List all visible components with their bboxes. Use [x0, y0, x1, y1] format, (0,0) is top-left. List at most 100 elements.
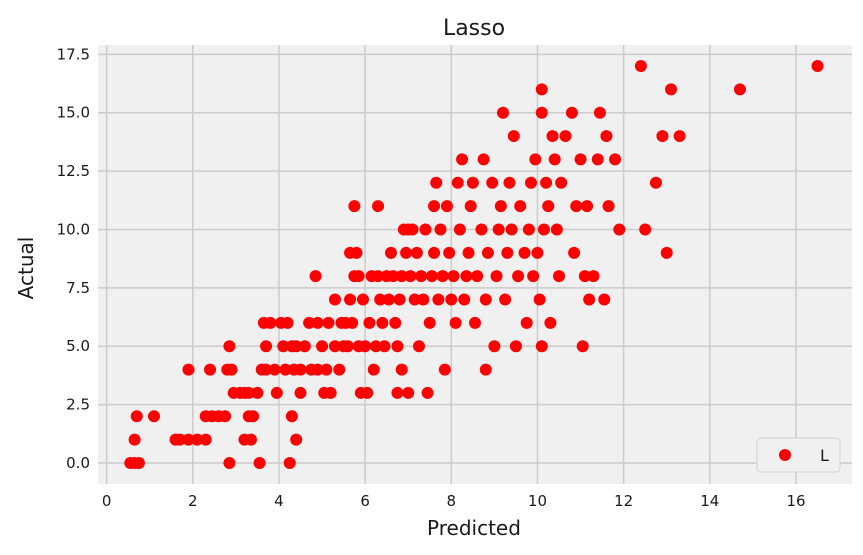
x-tick-label: 10 — [528, 492, 547, 510]
data-point — [391, 340, 404, 353]
data-point — [395, 363, 408, 376]
data-point — [540, 176, 553, 189]
data-point — [574, 153, 587, 166]
data-point — [550, 223, 563, 236]
x-tick-label: 12 — [614, 492, 633, 510]
data-point — [440, 200, 453, 213]
data-point — [568, 246, 581, 259]
data-point — [415, 270, 428, 283]
data-point — [565, 106, 578, 119]
data-point — [182, 433, 195, 446]
data-point — [182, 363, 195, 376]
data-point — [408, 293, 421, 306]
data-point — [423, 316, 436, 329]
data-point — [546, 130, 559, 143]
data-point — [501, 246, 514, 259]
data-point — [285, 410, 298, 423]
data-point — [359, 340, 372, 353]
data-point — [430, 176, 443, 189]
data-point — [328, 293, 341, 306]
data-point — [393, 293, 406, 306]
x-tick-label: 8 — [447, 492, 457, 510]
data-point — [173, 433, 186, 446]
data-point — [277, 340, 290, 353]
data-point — [481, 246, 494, 259]
grid-lines — [98, 45, 852, 484]
data-point — [488, 340, 501, 353]
data-point — [400, 246, 413, 259]
data-point — [499, 293, 512, 306]
data-point — [479, 293, 492, 306]
data-point — [514, 200, 527, 213]
data-point — [542, 200, 555, 213]
data-point — [469, 316, 481, 329]
data-point — [260, 363, 273, 376]
data-point — [346, 316, 359, 329]
y-tick-label: 2.5 — [66, 396, 90, 414]
data-point — [324, 386, 337, 399]
data-point — [421, 386, 434, 399]
legend-label: L — [820, 446, 829, 465]
data-point — [419, 223, 432, 236]
data-point — [341, 340, 354, 353]
data-point — [199, 433, 212, 446]
data-point — [402, 386, 415, 399]
data-point — [527, 270, 540, 283]
legend-box — [756, 437, 841, 473]
tick-labels: 0 2 4 6 8 10 12 14 16 0.0 2.5 5.0 7.5 10.0 12.5 15.0 17.… — [57, 45, 806, 510]
data-point — [593, 106, 606, 119]
data-point — [428, 200, 441, 213]
data-point — [609, 153, 622, 166]
data-point — [219, 410, 232, 423]
legend-marker — [779, 449, 791, 461]
data-point — [268, 363, 281, 376]
data-point — [494, 200, 507, 213]
data-point — [333, 363, 346, 376]
data-point — [456, 153, 469, 166]
data-point — [479, 363, 492, 376]
data-point — [460, 270, 473, 283]
x-axis-label: Predicted — [427, 516, 521, 540]
x-tick-label: 16 — [786, 492, 805, 510]
data-point — [529, 153, 542, 166]
data-point — [384, 246, 397, 259]
data-point — [587, 270, 600, 283]
data-point — [412, 340, 425, 353]
data-point — [602, 200, 615, 213]
data-point — [518, 246, 531, 259]
data-point — [535, 106, 548, 119]
y-tick-label: 12.5 — [57, 162, 90, 180]
data-point — [673, 130, 686, 143]
data-point — [486, 176, 499, 189]
data-point — [660, 246, 673, 259]
data-point — [378, 340, 391, 353]
x-tick-label: 4 — [274, 492, 284, 510]
data-point — [244, 433, 257, 446]
data-point — [492, 223, 505, 236]
data-point — [537, 223, 550, 236]
data-point — [309, 270, 322, 283]
data-point — [443, 246, 456, 259]
data-point — [583, 293, 596, 306]
data-point — [432, 293, 445, 306]
data-point — [253, 456, 266, 469]
data-point — [223, 340, 236, 353]
data-point — [356, 293, 369, 306]
data-point — [544, 316, 557, 329]
data-point — [497, 106, 510, 119]
data-point — [475, 223, 488, 236]
data-point — [406, 223, 419, 236]
data-point — [505, 223, 518, 236]
data-point — [251, 386, 264, 399]
y-tick-label: 15.0 — [57, 104, 90, 122]
data-point — [311, 363, 324, 376]
data-point — [522, 223, 535, 236]
y-tick-label: 0.0 — [66, 454, 90, 472]
data-point — [464, 200, 477, 213]
data-point — [578, 270, 591, 283]
data-point — [290, 433, 303, 446]
data-point — [130, 410, 143, 423]
data-point — [613, 223, 626, 236]
data-point — [361, 386, 374, 399]
data-point — [555, 176, 568, 189]
